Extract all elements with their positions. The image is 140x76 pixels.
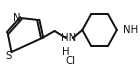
Text: N: N xyxy=(13,13,21,23)
Text: H: H xyxy=(62,47,70,57)
Text: NH: NH xyxy=(122,25,138,35)
Text: Cl: Cl xyxy=(66,56,76,66)
Text: S: S xyxy=(5,51,12,61)
Text: HN: HN xyxy=(61,33,77,43)
